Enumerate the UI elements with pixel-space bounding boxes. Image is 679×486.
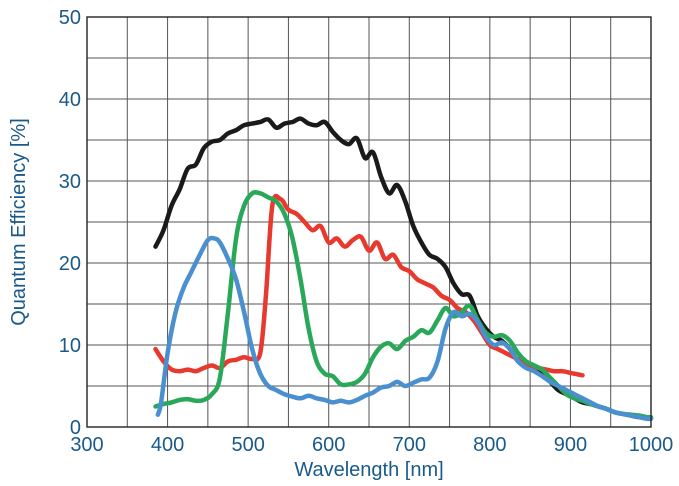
x-tick-label: 800	[473, 434, 506, 456]
series-line-3	[153, 189, 654, 420]
y-tick-label: 50	[59, 7, 81, 29]
x-tick-label: 500	[231, 434, 264, 456]
y-tick-label: 0	[70, 417, 81, 439]
plot-frame	[86, 16, 652, 428]
series-line-4	[155, 235, 654, 422]
x-tick-label: 700	[393, 434, 426, 456]
y-tick-label: 40	[59, 89, 81, 111]
x-axis-label: Wavelength [nm]	[294, 459, 443, 481]
series-group	[153, 116, 654, 422]
x-tick-label: 600	[312, 434, 345, 456]
x-tick-label: 1000	[629, 434, 674, 456]
y-tick-label: 30	[59, 171, 81, 193]
y-tick-label: 10	[59, 335, 81, 357]
y-axis-ticks: 0 10 20 30 40 50	[59, 7, 81, 439]
x-axis-ticks: 300 400 500 600 700 800 900 1000	[70, 434, 673, 456]
y-tick-label: 20	[59, 253, 81, 275]
y-axis-label: Quantum Efficiency [%]	[8, 118, 30, 326]
x-tick-label: 900	[554, 434, 587, 456]
x-tick-label: 400	[151, 434, 184, 456]
x-tick-label: 300	[70, 434, 103, 456]
